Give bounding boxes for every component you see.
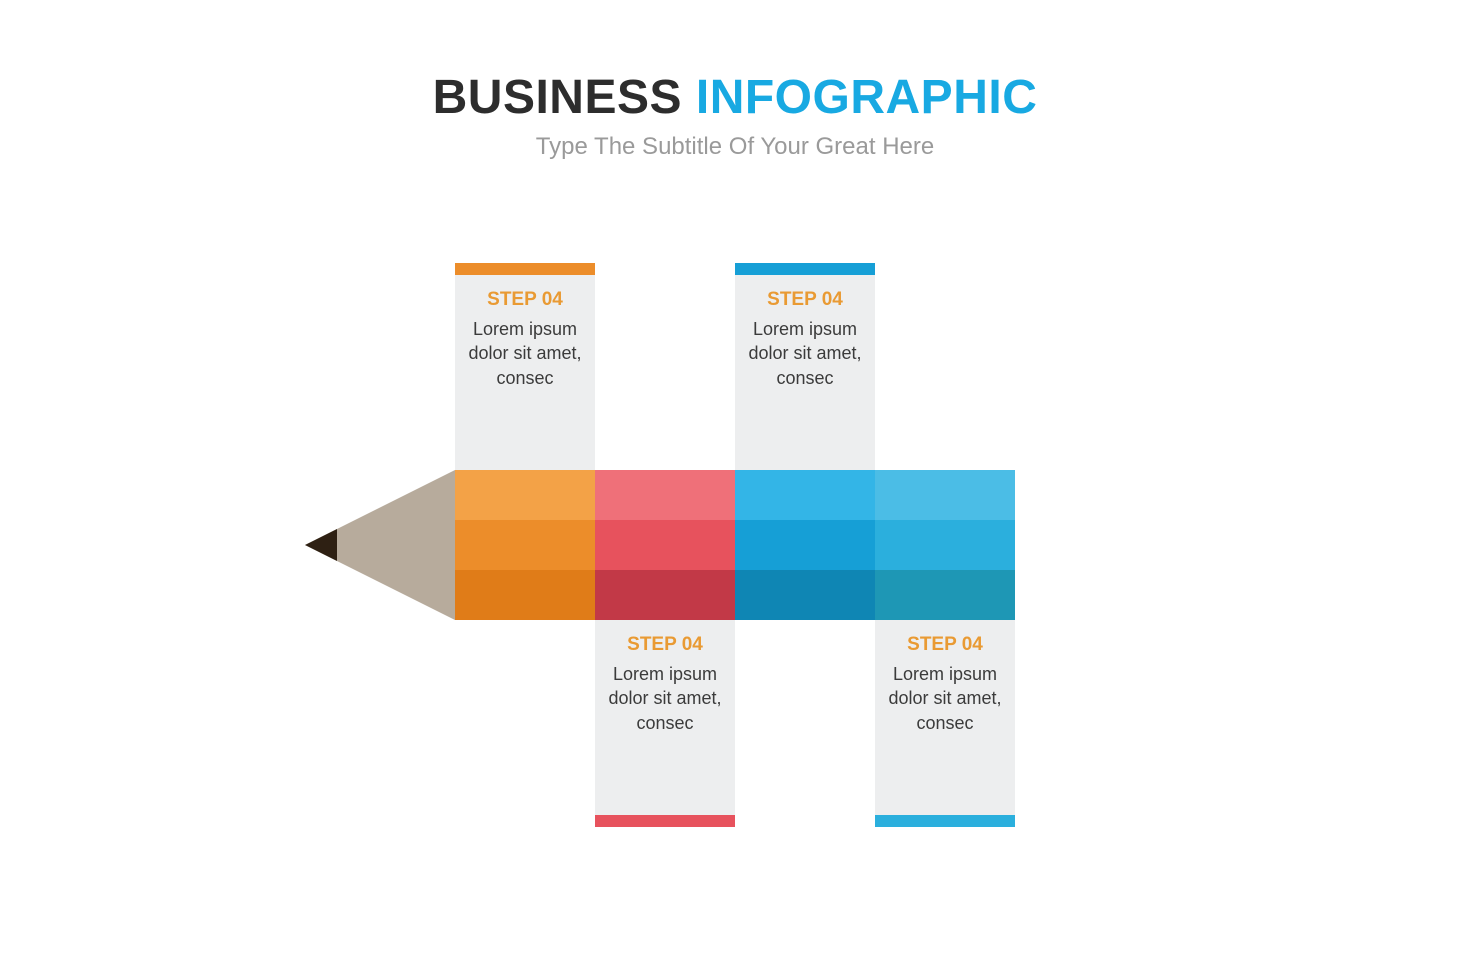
pencil-tip-lead [305,529,337,561]
pencil-band [595,520,735,570]
pencil-band [595,470,735,520]
card-strip [735,263,875,275]
pencil-band [455,520,595,570]
pencil-segment [455,470,595,620]
title-block: BUSINESS INFOGRAPHIC Type The Subtitle O… [0,70,1470,161]
pencil-band [875,570,1015,620]
title-part1: BUSINESS [433,71,682,124]
pencil-band [595,570,735,620]
step-body: Lorem ipsum dolor sit amet, consec [743,317,867,390]
pencil-band [735,520,875,570]
title-part2: INFOGRAPHIC [696,71,1038,124]
step-title: STEP 04 [463,289,587,311]
pencil-band [735,470,875,520]
step-card: STEP 04 Lorem ipsum dolor sit amet, conse… [735,275,875,470]
subtitle: Type The Subtitle Of Your Great Here [0,133,1470,161]
main-title: BUSINESS INFOGRAPHIC [0,70,1470,125]
pencil-band [875,520,1015,570]
pencil-band [455,570,595,620]
pencil-band [455,470,595,520]
step-card: STEP 04 Lorem ipsum dolor sit amet, conse… [595,620,735,815]
step-card: STEP 04 Lorem ipsum dolor sit amet, conse… [455,275,595,470]
step-title: STEP 04 [743,289,867,311]
pencil-band [875,470,1015,520]
pencil-band [735,570,875,620]
pencil-segment [875,470,1015,620]
card-strip [875,815,1015,827]
card-strip [595,815,735,827]
pencil-infographic: STEP 04Lorem ipsum dolor sit amet, conse… [455,470,1015,620]
step-card: STEP 04 Lorem ipsum dolor sit amet, conse… [875,620,1015,815]
step-title: STEP 04 [603,634,727,656]
card-strip [455,263,595,275]
step-title: STEP 04 [883,634,1007,656]
step-body: Lorem ipsum dolor sit amet, consec [603,662,727,735]
pencil-segment [735,470,875,620]
step-body: Lorem ipsum dolor sit amet, consec [883,662,1007,735]
step-body: Lorem ipsum dolor sit amet, consec [463,317,587,390]
pencil-segment [595,470,735,620]
